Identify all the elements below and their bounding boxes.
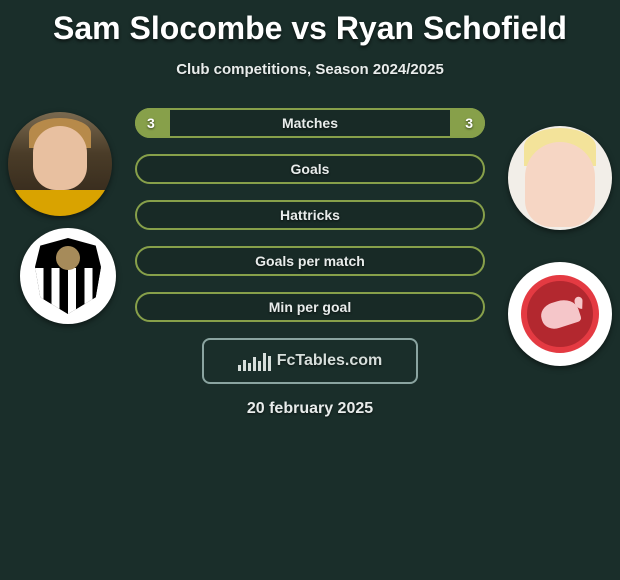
stat-row-goalspermatch: Goals per match bbox=[135, 246, 485, 276]
photo-jersey bbox=[8, 190, 112, 216]
morecambe-icon bbox=[521, 275, 599, 353]
shield-icon bbox=[35, 238, 101, 314]
stat-label: Min per goal bbox=[269, 299, 351, 315]
stat-label: Hattricks bbox=[280, 207, 340, 223]
player-photo-left bbox=[8, 112, 112, 216]
club-badge-left bbox=[20, 228, 116, 324]
stat-label: Goals bbox=[291, 161, 330, 177]
stat-value-right: 3 bbox=[465, 115, 473, 131]
subtitle: Club competitions, Season 2024/2025 bbox=[0, 61, 620, 78]
stat-row-minpergoal: Min per goal bbox=[135, 292, 485, 322]
stat-row-goals: Goals bbox=[135, 154, 485, 184]
photo-head bbox=[33, 126, 87, 190]
stat-row-hattricks: Hattricks bbox=[135, 200, 485, 230]
club-badge-right bbox=[508, 262, 612, 366]
brand-box: FcTables.com bbox=[202, 338, 418, 384]
stat-label: Matches bbox=[282, 115, 338, 131]
stats-container: 3 Matches 3 Goals Hattricks Goals per match Mi… bbox=[135, 108, 485, 322]
bar-chart-icon bbox=[238, 351, 271, 371]
page-title: Sam Slocombe vs Ryan Schofield bbox=[0, 0, 620, 47]
photo-face bbox=[525, 142, 595, 227]
player-photo-right bbox=[508, 126, 612, 230]
stat-row-matches: 3 Matches 3 bbox=[135, 108, 485, 138]
shrimp-icon bbox=[538, 296, 582, 332]
brand-text: FcTables.com bbox=[277, 352, 383, 370]
date-label: 20 february 2025 bbox=[0, 400, 620, 418]
stat-label: Goals per match bbox=[255, 253, 365, 269]
stat-value-left: 3 bbox=[147, 115, 155, 131]
